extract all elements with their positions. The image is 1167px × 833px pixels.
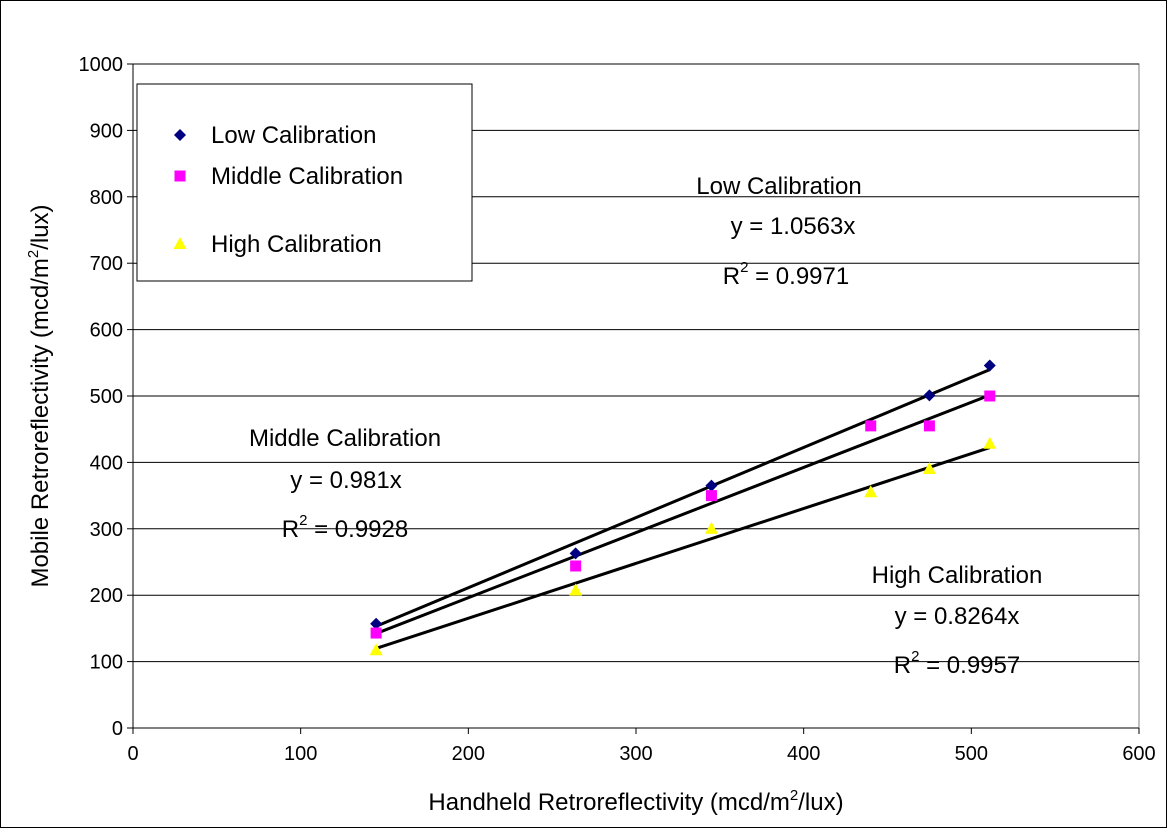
annotation-low: Low Calibration y = 1.0563x R2 = 0.9971 bbox=[696, 173, 861, 290]
data-point-middle bbox=[705, 490, 717, 502]
y-axis-title: Mobile Retroreflectivity (mcd/m2/lux) bbox=[25, 204, 54, 587]
annotation-high-r2: R2 = 0.9957 bbox=[894, 648, 1020, 679]
annotation-middle-r2: R2 = 0.9928 bbox=[282, 512, 408, 543]
y-tick-label: 400 bbox=[90, 452, 123, 474]
x-tick-label: 0 bbox=[127, 743, 138, 765]
trendline-high bbox=[375, 446, 991, 650]
x-tick-label: 300 bbox=[619, 743, 652, 765]
annotation-middle-title: Middle Calibration bbox=[249, 425, 441, 452]
data-point-low bbox=[370, 617, 383, 630]
data-point-middle bbox=[984, 390, 996, 402]
y-tick-label: 300 bbox=[90, 519, 123, 541]
y-tick-label: 0 bbox=[112, 718, 123, 740]
legend-label-low: Low Calibration bbox=[211, 122, 376, 149]
data-point-high bbox=[922, 462, 936, 475]
annotation-low-r2: R2 = 0.9971 bbox=[723, 259, 849, 290]
annotation-middle-equation: y = 0.981x bbox=[290, 467, 401, 494]
data-point-low bbox=[923, 389, 936, 402]
data-point-high bbox=[704, 521, 718, 534]
data-point-low bbox=[983, 359, 996, 372]
y-tick-label: 100 bbox=[90, 652, 123, 674]
trendline-middle bbox=[375, 393, 991, 635]
data-point-middle bbox=[370, 627, 382, 639]
y-tick-label: 700 bbox=[90, 253, 123, 275]
trendline-low bbox=[375, 368, 991, 628]
x-tick-label: 100 bbox=[284, 743, 317, 765]
data-point-high bbox=[983, 436, 997, 449]
x-tick-label: 200 bbox=[452, 743, 485, 765]
data-point-high bbox=[569, 583, 583, 596]
y-tick-label: 800 bbox=[90, 187, 123, 209]
legend-markers bbox=[173, 129, 187, 249]
gridlines bbox=[133, 63, 1139, 663]
legend: Low Calibration Middle Calibration High … bbox=[136, 83, 473, 282]
legend-marker-high bbox=[173, 237, 187, 249]
x-tick-label: 400 bbox=[787, 743, 820, 765]
legend-label-high: High Calibration bbox=[211, 231, 382, 258]
x-tick-label: 600 bbox=[1122, 743, 1155, 765]
data-point-middle bbox=[570, 560, 582, 572]
y-tick-label: 900 bbox=[90, 120, 123, 142]
y-tick-label: 200 bbox=[90, 585, 123, 607]
y-tick-label: 600 bbox=[90, 320, 123, 342]
x-tick-label: 500 bbox=[955, 743, 988, 765]
annotation-high-equation: y = 0.8264x bbox=[895, 603, 1020, 630]
data-point-low bbox=[705, 479, 718, 492]
data-point-high bbox=[864, 485, 878, 498]
legend-box bbox=[136, 83, 473, 282]
data-point-low bbox=[569, 547, 582, 560]
annotation-middle: Middle Calibration y = 0.981x R2 = 0.992… bbox=[249, 425, 441, 543]
annotation-low-title: Low Calibration bbox=[696, 173, 861, 200]
x-axis-title: Handheld Retroreflectivity (mcd/m2/lux) bbox=[428, 787, 843, 816]
legend-label-middle: Middle Calibration bbox=[211, 163, 403, 190]
data-point-middle bbox=[923, 420, 935, 432]
data-point-middle bbox=[865, 420, 877, 432]
data-markers bbox=[369, 359, 997, 656]
legend-marker-middle bbox=[174, 170, 186, 182]
annotation-low-equation: y = 1.0563x bbox=[731, 213, 856, 240]
y-tick-label: 500 bbox=[90, 386, 123, 408]
data-point-high bbox=[369, 643, 383, 656]
trendlines bbox=[375, 368, 991, 650]
y-tick-labels: 0 100 200 300 400 500 600 700 800 900 1000 bbox=[79, 54, 124, 740]
annotation-high-title: High Calibration bbox=[872, 562, 1043, 589]
y-tick-label: 1000 bbox=[79, 54, 124, 76]
x-tick-labels: 0 100 200 300 400 500 600 bbox=[127, 743, 1155, 765]
axes bbox=[127, 63, 1140, 734]
legend-marker-low bbox=[174, 129, 186, 141]
annotation-high: High Calibration y = 0.8264x R2 = 0.9957 bbox=[872, 562, 1043, 679]
